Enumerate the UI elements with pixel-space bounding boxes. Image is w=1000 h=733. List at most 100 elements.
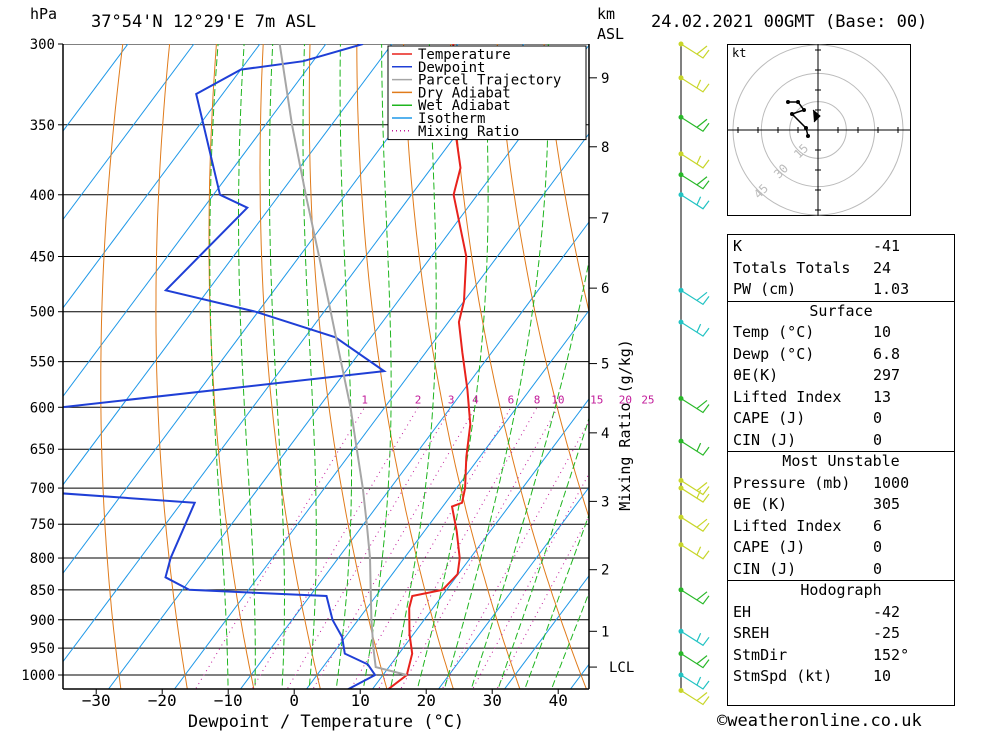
wind-barb-feather <box>696 633 702 642</box>
hodograph-point <box>790 112 794 116</box>
pressure-tick-label: 500 <box>30 305 55 321</box>
index-value: -25 <box>873 624 901 642</box>
dry-adiabat-line <box>449 44 587 689</box>
pressure-tick-label: 750 <box>30 517 55 533</box>
hodograph-point <box>806 134 810 138</box>
index-label: CAPE (J) <box>733 538 806 556</box>
wet-adiabat-line <box>238 44 256 689</box>
credit-watermark: ©weatheronline.co.uk <box>717 711 922 731</box>
legend-entry-label: Wet Adiabat <box>418 98 511 114</box>
pressure-tick-label: 950 <box>30 641 55 657</box>
index-value: -41 <box>873 237 901 255</box>
dry-adiabat-line <box>259 44 321 689</box>
wet-adiabat-line <box>268 44 285 689</box>
wind-barb <box>680 397 710 414</box>
mixing-ratio-axis-label: Mixing Ratio (g/kg) <box>616 339 634 511</box>
index-value: 24 <box>873 258 892 277</box>
dry-adiabat-line <box>155 44 188 689</box>
wind-barb-feather <box>696 400 708 409</box>
index-value: 6.8 <box>873 344 901 363</box>
mixing-ratio-label: 1 <box>361 393 368 406</box>
mixing-ratio-line <box>286 407 452 689</box>
index-row: K -41 <box>728 235 954 257</box>
wind-barb <box>680 589 710 605</box>
isotherm-line <box>63 44 459 575</box>
height-units-label-2: ASL <box>597 25 625 43</box>
index-value: 297 <box>873 366 901 384</box>
pressure-tick-label: 900 <box>30 613 55 629</box>
panel-divider <box>728 580 954 581</box>
wind-barb <box>680 43 710 59</box>
dry-adiabat-line <box>543 44 589 314</box>
wind-barb-feather <box>696 591 708 601</box>
section-title-label: Surface <box>809 301 873 320</box>
wind-barb <box>680 116 710 133</box>
index-row: SREH -25 <box>728 622 954 644</box>
wind-barb <box>680 674 710 690</box>
wet-adiabat-line <box>524 513 589 689</box>
dry-adiabat-line <box>638 44 721 706</box>
wind-barb-feather <box>696 79 702 89</box>
wind-barb-feather <box>696 118 708 128</box>
wind-barb <box>680 630 710 647</box>
index-label: EH <box>733 602 752 621</box>
index-value: 152° <box>873 645 910 664</box>
mixing-ratio-line <box>251 407 419 689</box>
height-tick-label: LCL <box>609 660 634 676</box>
index-row: StmDir 152° <box>728 644 954 666</box>
wind-barb <box>680 174 710 190</box>
dry-adiabat-line <box>403 44 521 689</box>
temperature-profile <box>386 44 472 689</box>
dry-adiabat-line <box>684 44 720 706</box>
mixing-ratio-line <box>195 407 366 689</box>
temperature-tick-label: 0 <box>289 691 299 710</box>
hodograph-point <box>796 100 800 104</box>
wind-barb <box>680 480 710 496</box>
temperature-tick-label: 30 <box>483 691 502 710</box>
height-units-label: km <box>597 5 616 23</box>
index-value: 0 <box>873 538 883 556</box>
wet-adiabat-line <box>209 44 229 689</box>
index-label: Lifted Index <box>733 516 842 535</box>
index-label: θE(K) <box>733 366 779 384</box>
wind-barb-feather <box>696 323 702 333</box>
x-axis-label: Dewpoint / Temperature (°C) <box>188 712 464 732</box>
legend-entry-label: Dewpoint <box>418 60 485 76</box>
station-location: 37°54'N 12°29'E 7m ASL <box>91 12 317 32</box>
isotherm-line <box>63 44 393 486</box>
height-tick-label: 4 <box>601 426 609 442</box>
index-row: Pressure (mb) 1000 <box>728 472 954 494</box>
temperature-tick-label: 20 <box>417 691 436 710</box>
wind-barb-feather <box>696 546 702 556</box>
height-tick-label: 6 <box>601 281 609 297</box>
mixing-ratio-label: 8 <box>534 393 541 406</box>
index-value: 10 <box>873 667 892 685</box>
wind-barb-feather <box>696 676 702 686</box>
mixing-ratio-label: 20 <box>619 393 632 406</box>
height-tick-label: 3 <box>601 494 609 510</box>
pressure-tick-label: 600 <box>30 400 55 416</box>
index-label: K <box>733 237 743 255</box>
pressure-tick-label: 550 <box>30 355 55 371</box>
index-value: 13 <box>873 387 892 406</box>
hodograph-point <box>802 108 806 112</box>
pressure-tick-label: 850 <box>30 583 55 599</box>
index-row: CAPE (J) 0 <box>728 536 954 558</box>
pressure-tick-label: 800 <box>30 551 55 567</box>
index-row: CAPE (J) 0 <box>728 407 954 429</box>
wind-barb <box>680 516 710 532</box>
wind-barb <box>680 77 710 93</box>
index-row: Dewp (°C) 6.8 <box>728 343 954 365</box>
dry-adiabat-line <box>591 44 720 706</box>
pressure-tick-label: 350 <box>30 118 55 134</box>
index-label: PW (cm) <box>733 280 797 298</box>
index-label: CIN (J) <box>733 559 797 578</box>
mixing-ratio-line <box>377 407 538 689</box>
legend-entry-label: Parcel Trajectory <box>418 73 561 89</box>
index-row: PW (cm) 1.03 <box>728 278 954 300</box>
dry-adiabat-line <box>100 44 124 689</box>
wet-adiabat-line <box>550 591 589 689</box>
wind-barb-feather <box>696 518 708 528</box>
mixing-ratio-label: 3 <box>448 393 455 406</box>
mixing-ratio-label: 25 <box>641 393 654 406</box>
